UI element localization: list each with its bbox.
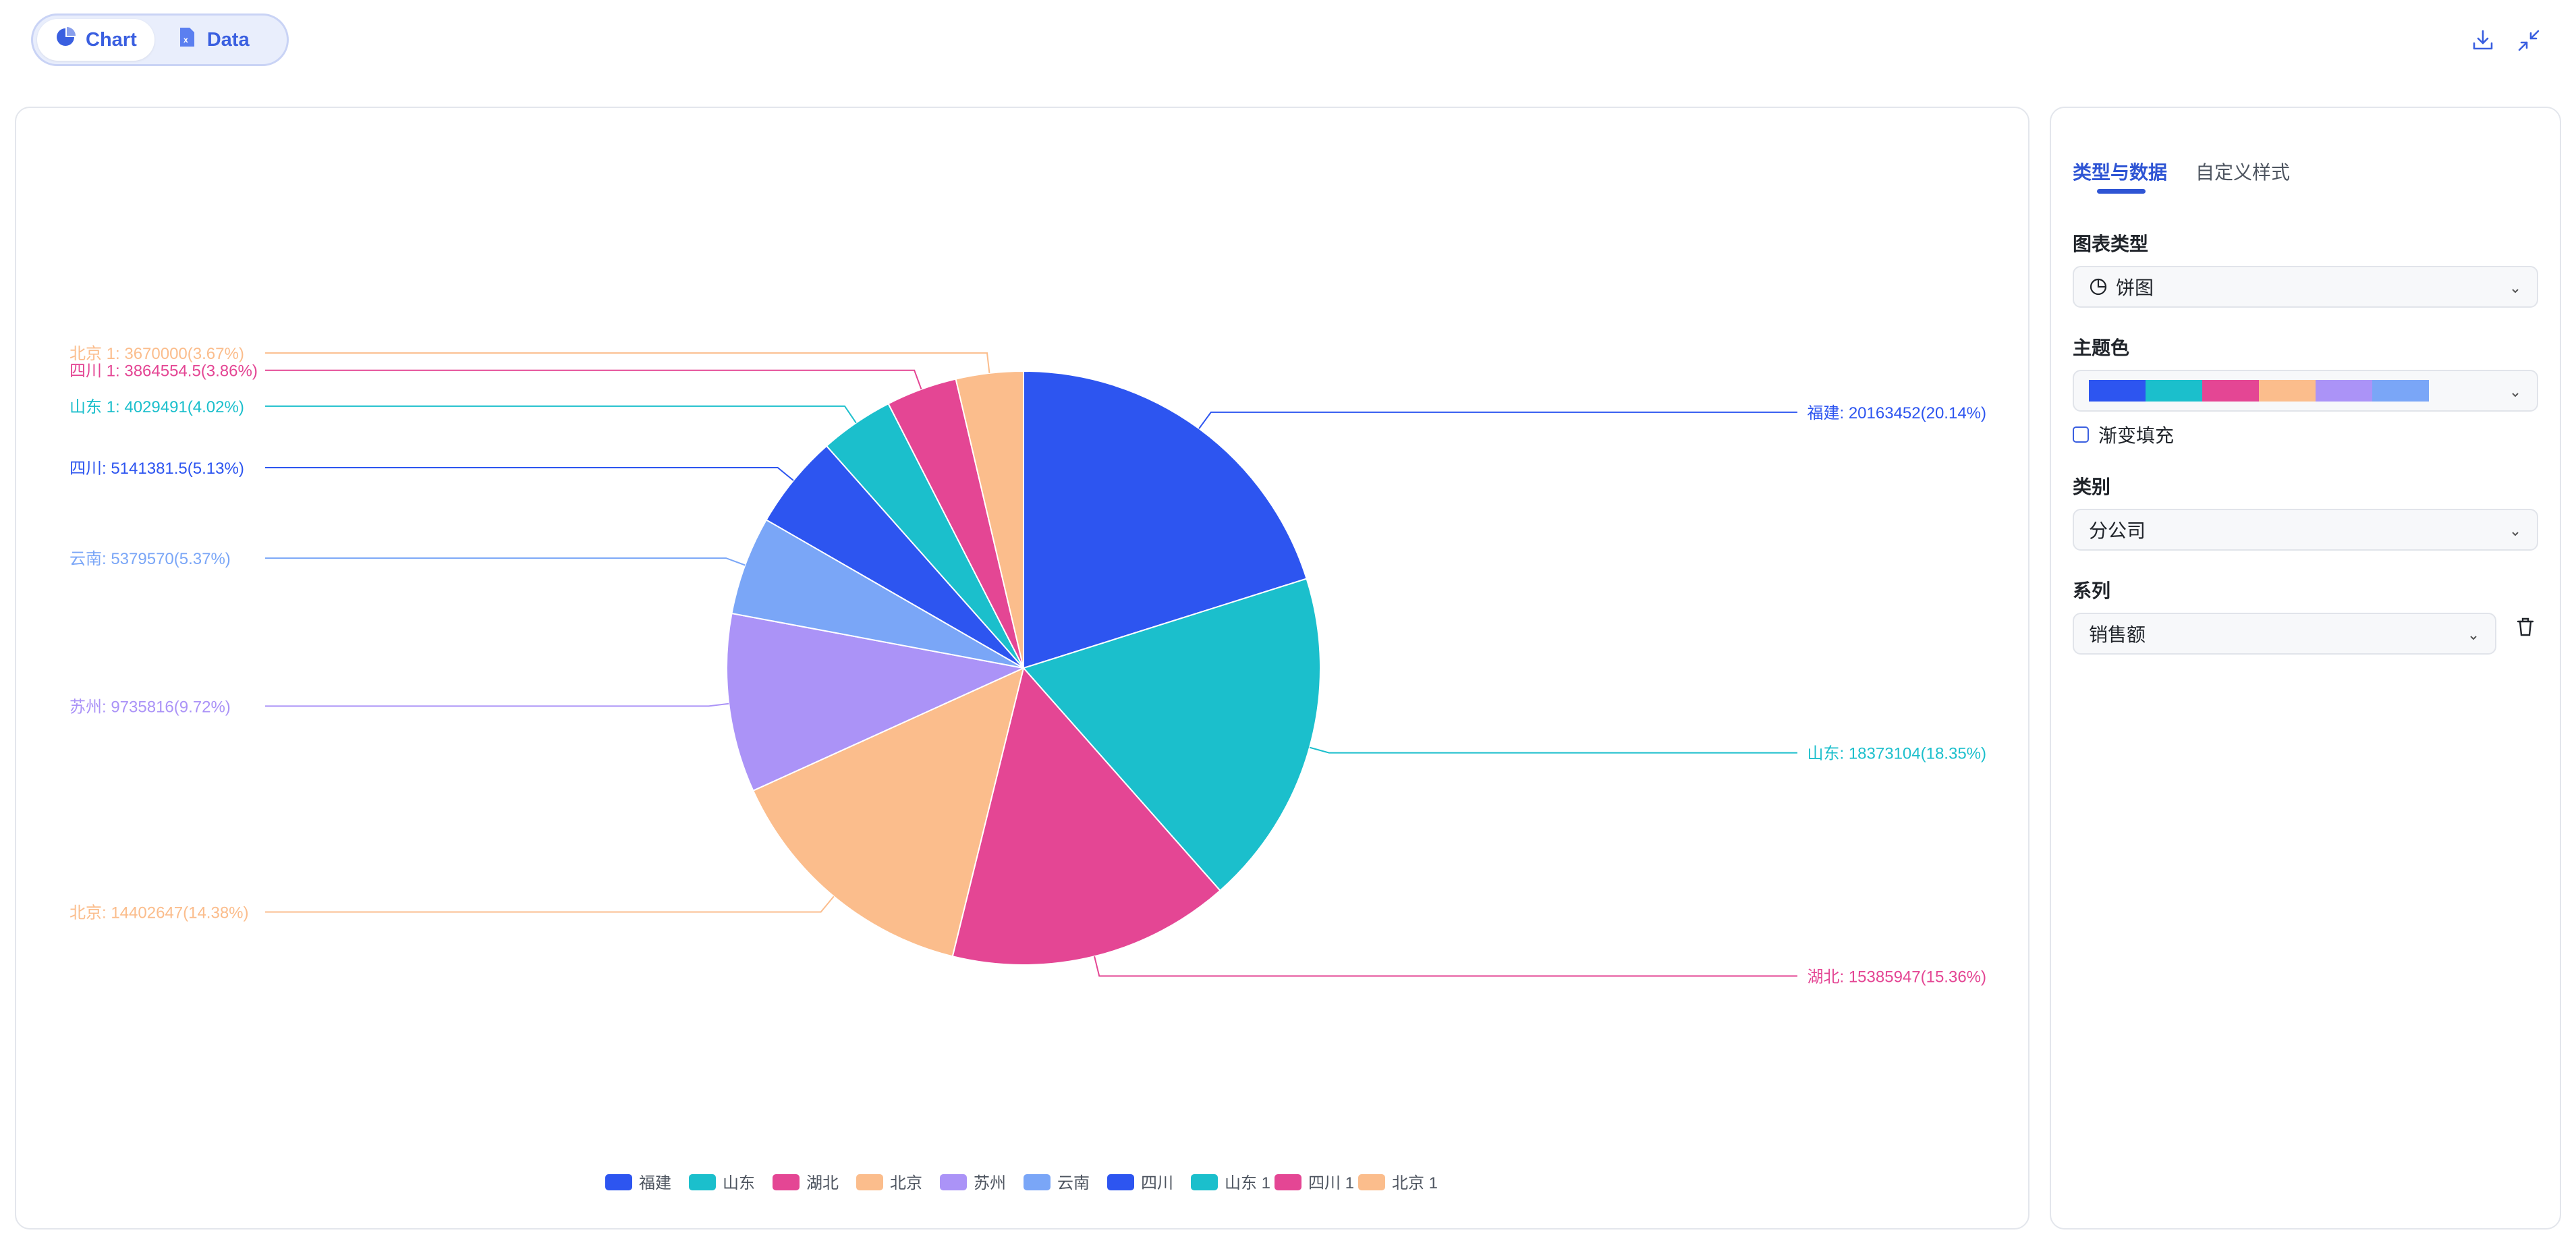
active-tab-indicator: [2097, 189, 2146, 194]
tab-type-and-data[interactable]: 类型与数据: [2073, 162, 2168, 183]
label-leader-line: [265, 405, 857, 424]
chevron-down-icon: [2509, 385, 2522, 398]
slice-data-label: 福建: 20163452(20.14%): [1808, 404, 1987, 422]
legend-label[interactable]: 山东 1: [1225, 1174, 1270, 1192]
legend-swatch[interactable]: [1191, 1174, 1218, 1190]
label-leader-line: [1094, 956, 1797, 977]
chart-card: 福建: 20163452(20.14%) 山东: 18373104(18.35%)…: [15, 107, 2029, 1230]
legend-label[interactable]: 山东: [723, 1174, 755, 1192]
theme-color-swatches: [2089, 380, 2429, 402]
label-leader-line: [265, 467, 794, 481]
legend-label[interactable]: 云南: [1057, 1174, 1090, 1192]
legend-swatch[interactable]: [605, 1174, 632, 1190]
label-leader-line: [265, 557, 746, 566]
label-leader-line: [265, 352, 990, 374]
gradient-fill-label: 渐变填充: [2098, 425, 2175, 446]
theme-swatch: [2089, 380, 2146, 402]
legend-swatch[interactable]: [1358, 1174, 1385, 1190]
gradient-fill-row: 渐变填充: [2073, 421, 2174, 448]
slice-data-label: 山东 1: 4029491(4.02%): [69, 398, 244, 416]
theme-color-label: 主题色: [2073, 337, 2130, 358]
legend-swatch[interactable]: [856, 1174, 883, 1190]
label-leader-line: [265, 369, 922, 390]
label-leader-line: [265, 895, 835, 913]
chart-type-value: 饼图: [2116, 277, 2154, 298]
view-switch: Chart x Data: [31, 13, 289, 66]
legend-label[interactable]: 北京 1: [1392, 1174, 1438, 1192]
slice-data-label: 云南: 5379570(5.37%): [69, 550, 231, 568]
slice-data-label: 北京: 14402647(14.38%): [69, 904, 249, 922]
pie-chart-icon: [2089, 277, 2108, 296]
pie-chart: 福建: 20163452(20.14%) 山东: 18373104(18.35%)…: [69, 345, 1987, 1192]
chart-type-label: 图表类型: [2073, 233, 2149, 254]
chevron-down-icon: [2509, 524, 2522, 537]
slice-data-label: 北京 1: 3670000(3.67%): [69, 345, 244, 363]
label-leader-line: [1198, 411, 1797, 429]
theme-color-select[interactable]: [2073, 370, 2538, 412]
legend-swatch[interactable]: [1024, 1174, 1051, 1190]
pie-slice[interactable]: [955, 370, 1024, 669]
legend-label[interactable]: 四川: [1141, 1174, 1173, 1192]
legend-swatch[interactable]: [1275, 1174, 1301, 1190]
theme-swatch: [2259, 380, 2316, 402]
legend-label[interactable]: 苏州: [974, 1174, 1006, 1192]
slice-data-label: 四川: 5141381.5(5.13%): [69, 460, 244, 478]
legend-label[interactable]: 湖北: [806, 1174, 839, 1192]
slice-data-label: 山东: 18373104(18.35%): [1808, 745, 1987, 763]
pie-chart-icon: [55, 26, 76, 53]
legend-swatch[interactable]: [773, 1174, 800, 1190]
pie-slice[interactable]: [731, 518, 1024, 669]
legend-label[interactable]: 北京: [890, 1174, 922, 1192]
gradient-fill-checkbox[interactable]: [2073, 426, 2089, 443]
legend-swatch[interactable]: [940, 1174, 967, 1190]
category-value: 分公司: [2089, 520, 2146, 541]
series-select[interactable]: 销售额: [2073, 613, 2496, 655]
theme-swatch: [2202, 380, 2259, 402]
pie-slice[interactable]: [752, 667, 1025, 958]
slice-data-label: 四川 1: 3864554.5(3.86%): [69, 362, 258, 381]
legend-label[interactable]: 四川 1: [1308, 1174, 1354, 1192]
pie-slice[interactable]: [951, 666, 1221, 966]
chart-type-select[interactable]: 饼图: [2073, 266, 2538, 308]
config-panel: 类型与数据 自定义样式 图表类型 饼图 主题色 渐变填充 类别 分公司 系列 销…: [2050, 107, 2561, 1230]
download-icon[interactable]: [2469, 27, 2496, 54]
chevron-down-icon: [2509, 281, 2522, 294]
pie-slice[interactable]: [765, 445, 1024, 669]
data-view-tab[interactable]: x Data: [159, 19, 267, 61]
series-label: 系列: [2073, 580, 2111, 601]
excel-file-icon: x: [176, 26, 198, 53]
category-select[interactable]: 分公司: [2073, 509, 2538, 551]
chart-view-tab[interactable]: Chart: [37, 19, 155, 61]
slice-data-label: 湖北: 15385947(15.36%): [1808, 968, 1987, 986]
legend-label[interactable]: 福建: [639, 1174, 671, 1192]
svg-text:x: x: [184, 35, 188, 45]
theme-swatch: [2372, 380, 2429, 402]
tab-custom-style[interactable]: 自定义样式: [2195, 162, 2291, 183]
data-view-label: Data: [206, 28, 250, 51]
collapse-icon[interactable]: [2515, 27, 2542, 54]
slice-data-label: 苏州: 9735816(9.72%): [69, 698, 231, 716]
theme-swatch: [2146, 380, 2202, 402]
theme-swatch: [2316, 380, 2372, 402]
legend-swatch[interactable]: [689, 1174, 716, 1190]
category-label: 类别: [2073, 476, 2111, 497]
label-leader-line: [265, 702, 729, 707]
label-leader-line: [1309, 746, 1797, 754]
chart-view-label: Chart: [86, 28, 137, 51]
delete-series-icon[interactable]: [2514, 615, 2537, 638]
series-value: 销售额: [2089, 624, 2146, 645]
chevron-down-icon: [2467, 628, 2480, 641]
legend-swatch[interactable]: [1107, 1174, 1134, 1190]
